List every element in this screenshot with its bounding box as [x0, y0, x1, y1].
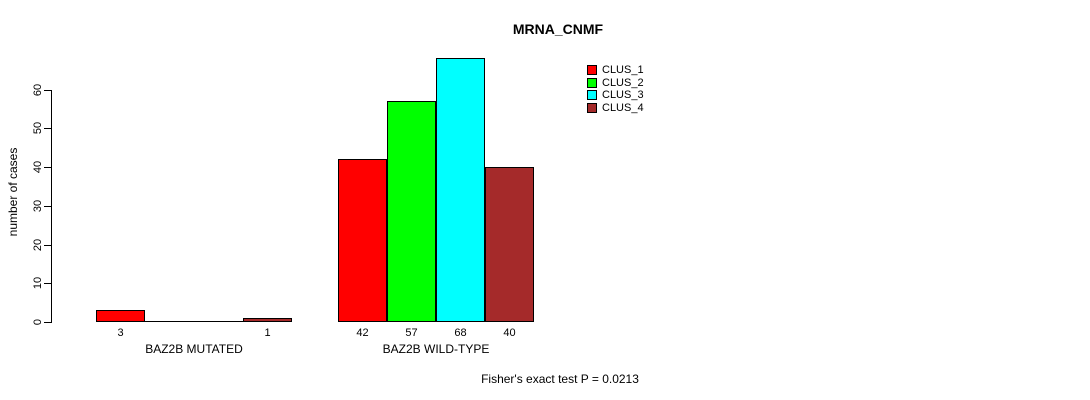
- legend-item: CLUS_1: [587, 64, 644, 76]
- legend-label: CLUS_4: [602, 102, 644, 115]
- y-axis-label: number of cases: [6, 147, 20, 237]
- legend-item: CLUS_2: [587, 77, 644, 89]
- y-tick-mark: [44, 90, 51, 91]
- bar-clus_3: [436, 58, 485, 322]
- bar-clus_2-zero: [145, 321, 194, 322]
- bar-value-label: 42: [356, 327, 369, 339]
- y-tick-label: 20: [32, 238, 44, 252]
- bar-clus_4: [485, 167, 534, 322]
- bar-clus_4: [243, 318, 292, 322]
- legend-swatch-clus_3: [587, 90, 597, 101]
- bar-value-label: 57: [405, 327, 418, 339]
- legend-swatch-clus_4: [587, 103, 597, 114]
- chart-title: MRNA_CNMF: [512, 21, 604, 37]
- legend-swatch-clus_1: [587, 65, 597, 75]
- legend-item: CLUS_3: [587, 89, 644, 101]
- bar-value-label: 3: [117, 327, 124, 339]
- legend-label: CLUS_3: [602, 89, 644, 102]
- legend-label: CLUS_1: [602, 64, 644, 76]
- y-tick-mark: [44, 322, 51, 323]
- y-tick-mark: [44, 128, 51, 129]
- y-tick-mark: [44, 283, 51, 284]
- legend-item: CLUS_4: [587, 102, 644, 114]
- bar-value-label: 68: [454, 327, 467, 339]
- legend-swatch-clus_2: [587, 77, 597, 88]
- y-tick-label: 10: [32, 276, 44, 290]
- y-tick-label: 50: [32, 121, 44, 135]
- bar-clus_3-zero: [194, 321, 243, 322]
- y-tick-label: 60: [32, 83, 44, 97]
- legend-label: CLUS_2: [602, 76, 644, 89]
- bar-clus_2: [387, 101, 436, 322]
- y-tick-mark: [44, 167, 51, 168]
- y-tick-label: 0: [32, 318, 44, 326]
- bar-clus_1: [96, 310, 145, 322]
- x-group-label: BAZ2B WILD-TYPE: [382, 342, 490, 356]
- y-axis-line: [51, 90, 52, 323]
- stat-annotation: Fisher's exact test P = 0.0213: [481, 372, 639, 386]
- y-tick-mark: [44, 245, 51, 246]
- y-tick-mark: [44, 206, 51, 207]
- y-tick-label: 30: [32, 199, 44, 213]
- bar-value-label: 40: [503, 327, 516, 339]
- x-group-label: BAZ2B MUTATED: [145, 342, 243, 356]
- bar-clus_1: [338, 159, 387, 322]
- bar-value-label: 1: [264, 327, 271, 339]
- y-tick-label: 40: [32, 160, 44, 174]
